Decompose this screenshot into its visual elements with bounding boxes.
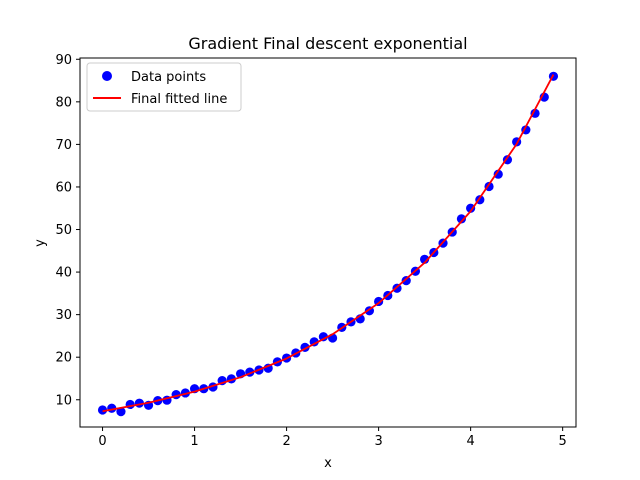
legend-label-data-points: Data points	[131, 70, 206, 85]
x-tick-label: 2	[282, 434, 290, 449]
y-tick-label: 10	[55, 393, 72, 408]
data-point	[466, 203, 476, 213]
y-tick-label: 30	[55, 308, 72, 323]
y-tick-label: 40	[55, 266, 72, 281]
x-tick-label: 3	[374, 434, 382, 449]
data-point	[318, 332, 328, 342]
x-tick-label: 4	[466, 434, 474, 449]
x-tick-label: 0	[98, 434, 106, 449]
y-tick-label: 70	[55, 138, 72, 153]
data-point	[456, 214, 467, 224]
data-point	[97, 405, 108, 415]
y-tick-label: 50	[55, 223, 72, 238]
x-tick-label: 5	[559, 434, 567, 449]
data-point	[420, 254, 430, 264]
data-point	[125, 399, 135, 410]
y-tick-label: 20	[55, 351, 72, 366]
data-point	[493, 169, 503, 179]
x-tick-label: 1	[190, 434, 198, 449]
x-axis-label: x	[324, 456, 332, 471]
legend-box	[86, 62, 242, 112]
chart-title: Gradient Final descent exponential	[188, 34, 467, 53]
data-point	[116, 407, 126, 417]
y-tick-label: 90	[55, 53, 72, 68]
plot-area: 0 1 2 3 4 5 10 20 30 40 50 60 70 80 90	[55, 53, 577, 449]
fitted-line	[102, 74, 555, 413]
y-tick-label: 80	[55, 95, 72, 110]
data-point	[401, 275, 411, 286]
y-tick-label: 60	[55, 180, 72, 195]
legend-marker-data-points	[102, 71, 112, 81]
y-axis-label: y	[33, 239, 48, 247]
data-point	[530, 108, 540, 118]
legend: Data points Final fitted line	[86, 62, 242, 112]
legend-label-fitted-line: Final fitted line	[131, 92, 227, 107]
plot-frame	[79, 57, 577, 428]
